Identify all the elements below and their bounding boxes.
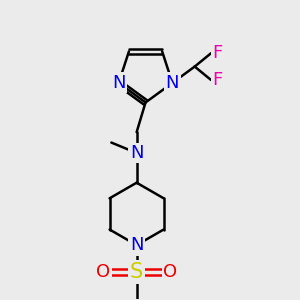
Text: N: N: [130, 144, 143, 162]
Text: N: N: [130, 236, 143, 254]
Text: O: O: [163, 263, 177, 281]
Text: F: F: [212, 71, 223, 89]
Text: S: S: [130, 262, 143, 282]
Text: O: O: [96, 263, 110, 281]
Text: N: N: [166, 74, 179, 92]
Text: N: N: [112, 74, 125, 92]
Text: F: F: [212, 44, 223, 62]
